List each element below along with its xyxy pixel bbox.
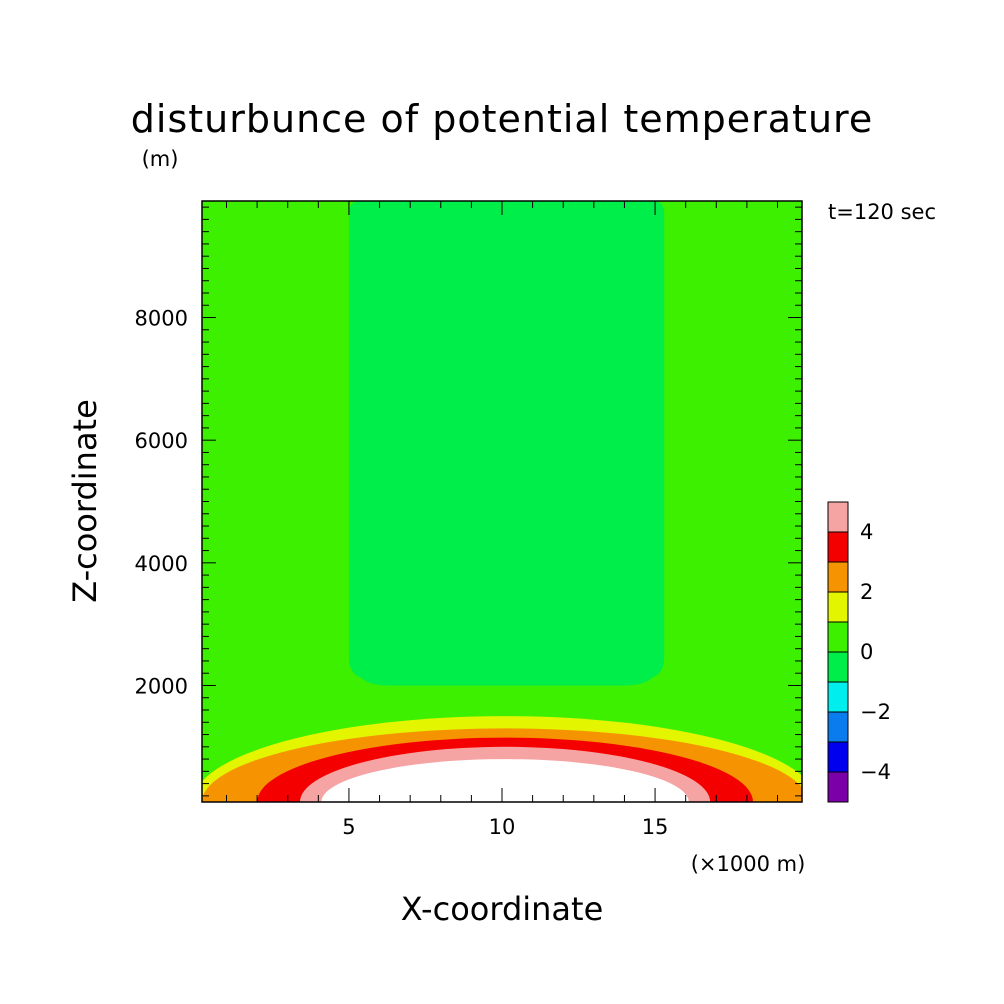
y-tick-label: 4000 <box>135 552 188 576</box>
colorbar-swatch <box>827 501 849 533</box>
colorbar-tick-label: −2 <box>860 700 891 724</box>
colorbar-swatch <box>827 681 849 713</box>
x-tick-label: 10 <box>489 815 516 839</box>
chart-title: disturbunce of potential temperature <box>131 97 873 141</box>
y-tick-label: 2000 <box>135 674 188 698</box>
colorbar-tick-label: 2 <box>860 580 873 604</box>
time-annotation: t=120 sec <box>828 200 936 224</box>
chart-subtitle: (m) <box>142 147 179 171</box>
x-tick-label: 15 <box>642 815 669 839</box>
contour-region-1 <box>348 201 665 686</box>
colorbar-swatch <box>827 711 849 743</box>
colorbar-tick-label: 4 <box>860 520 873 544</box>
y-tick-label: 6000 <box>135 429 188 453</box>
colorbar-tick-label: 0 <box>860 640 873 664</box>
colorbar-swatch <box>827 771 849 803</box>
colorbar-tick-label: −4 <box>860 760 891 784</box>
x-axis-label: X-coordinate <box>401 890 604 928</box>
colorbar-swatch <box>827 741 849 773</box>
axes: 5 10 15 2000 4000 6000 8000 <box>135 200 803 839</box>
y-tick-label: 8000 <box>135 307 188 331</box>
x-unit-label: (×1000 m) <box>691 852 806 876</box>
colorbar-swatch <box>827 561 849 593</box>
colorbar-swatch <box>827 591 849 623</box>
contour-fills <box>202 201 802 802</box>
colorbar: −4 −2 0 2 4 <box>827 501 891 803</box>
plot-area <box>202 201 802 802</box>
colorbar-swatch <box>827 651 849 683</box>
x-tick-label: 5 <box>342 815 355 839</box>
contour-region-6 <box>321 759 689 802</box>
colorbar-swatch <box>827 531 849 563</box>
colorbar-swatch <box>827 621 849 653</box>
y-axis-label: Z-coordinate <box>66 399 104 603</box>
